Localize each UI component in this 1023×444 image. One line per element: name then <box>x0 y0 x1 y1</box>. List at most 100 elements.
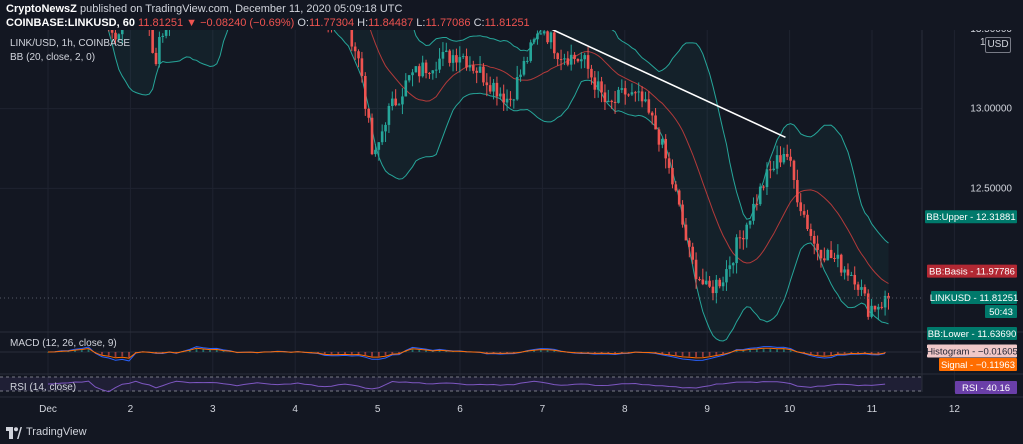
candle-body <box>576 58 580 62</box>
legend-bb[interactable]: BB (20, close, 2, 0) <box>10 52 95 63</box>
macd-histogram-bar <box>391 352 394 354</box>
candle-body <box>647 99 651 113</box>
time-label[interactable]: 6 <box>457 404 463 415</box>
time-label[interactable]: 7 <box>540 404 546 415</box>
legend-rsi[interactable]: RSI (14, close) <box>10 382 76 393</box>
candle-body <box>158 36 161 65</box>
time-label[interactable]: 10 <box>784 404 796 415</box>
candle-body <box>569 54 573 65</box>
time-label[interactable]: 12 <box>949 404 961 415</box>
candle-body <box>846 269 850 276</box>
candle-body <box>526 60 529 62</box>
badge-countdown: 50:43 <box>989 307 1013 318</box>
high-value: 11.84487 <box>368 17 414 29</box>
time-label[interactable]: 9 <box>704 404 710 415</box>
candle-body <box>887 295 890 299</box>
macd-histogram-bar <box>749 349 751 352</box>
price-tick-label[interactable]: 13.50000 <box>970 30 1012 35</box>
badge-bg <box>985 305 1017 319</box>
bollinger-bands <box>107 30 889 342</box>
macd-histogram-bar <box>512 352 515 353</box>
candle-body <box>738 237 742 239</box>
candle-body <box>367 108 370 118</box>
candle-body <box>812 235 816 244</box>
candle-body <box>667 158 671 168</box>
candle-body <box>623 88 627 95</box>
candle-body <box>721 282 725 287</box>
candlesticks <box>0 30 922 321</box>
macd-histogram-bar <box>674 352 677 356</box>
candle-body <box>374 149 377 155</box>
candle-body <box>853 274 857 285</box>
candle-body <box>792 160 796 181</box>
candle-body <box>677 190 681 205</box>
candle-body <box>873 305 877 310</box>
macd-histogram-bar <box>803 352 805 353</box>
candle-body <box>451 55 455 63</box>
currency-button[interactable]: USD <box>985 37 1011 53</box>
candle-body <box>745 224 749 240</box>
candle-body <box>120 30 124 35</box>
candle-body <box>117 34 121 40</box>
macd-histogram-bar <box>830 352 832 356</box>
candle-body <box>522 60 526 75</box>
macd-histogram-bar <box>755 349 758 352</box>
macd-histogram-bar <box>580 352 583 353</box>
time-label[interactable]: 11 <box>867 404 878 415</box>
candle-body <box>826 249 830 261</box>
candle-body <box>482 66 485 83</box>
time-label[interactable]: 2 <box>128 404 134 415</box>
trendline[interactable] <box>85 30 786 139</box>
macd-histogram-bar <box>107 352 110 356</box>
candle-body <box>455 55 458 63</box>
symbol-label[interactable]: COINBASE:LINKUSD, 60 <box>6 17 135 29</box>
time-label[interactable]: 5 <box>375 404 381 415</box>
chart-grid <box>0 30 1023 398</box>
candle-body <box>742 237 745 240</box>
candle-body <box>499 93 502 97</box>
price-tick-label[interactable]: 13.00000 <box>970 104 1012 115</box>
macd-histogram-bar <box>418 349 421 352</box>
price-chart[interactable]: 14.5000014.0000013.5000013.0000012.50000… <box>0 30 1023 422</box>
candle-body <box>762 186 765 188</box>
macd-histogram-bar <box>850 352 853 354</box>
macd-histogram-bar <box>823 352 826 356</box>
candle-body <box>731 263 735 266</box>
candle-body <box>509 98 512 100</box>
trendline-drawing[interactable] <box>85 30 786 139</box>
candle-body <box>390 98 394 106</box>
badge-bb_upper: BB:Upper - 12.31881 <box>926 212 1015 223</box>
candle-body <box>458 57 462 63</box>
time-label[interactable]: 3 <box>210 404 216 415</box>
low-label: L: <box>416 17 426 29</box>
footer-label[interactable]: TradingView <box>26 426 87 438</box>
candle-body <box>401 96 404 105</box>
macd-histogram-bar <box>330 352 333 355</box>
macd-histogram-bar <box>870 352 873 354</box>
candle-body <box>563 58 566 60</box>
macd-histogram-bar <box>431 351 434 352</box>
candle-body <box>870 305 873 317</box>
legend-title[interactable]: LINK/USD, 1h, COINBASE <box>10 38 130 49</box>
candle-body <box>495 82 499 97</box>
price-tick-label[interactable]: 12.50000 <box>970 183 1012 194</box>
macd-histogram-bar <box>539 349 542 352</box>
bb-basis-line <box>369 30 889 284</box>
time-label[interactable]: Dec <box>39 404 57 415</box>
time-label[interactable]: 4 <box>292 404 298 415</box>
candle-body <box>519 74 522 77</box>
candle-body <box>502 93 505 103</box>
macd-pane <box>0 346 922 362</box>
macd-histogram-bar <box>438 350 441 352</box>
publisher-name[interactable]: CryptoNewsZ <box>6 3 77 15</box>
candle-body <box>492 82 495 92</box>
macd-histogram-bar <box>445 350 448 352</box>
candle-body <box>573 54 576 59</box>
candle-body <box>580 59 583 62</box>
candle-body <box>370 117 374 155</box>
legend-macd[interactable]: MACD (12, 26, close, 9) <box>10 338 117 349</box>
candle-body <box>640 91 644 102</box>
time-label[interactable]: 8 <box>622 404 628 415</box>
candle-body <box>542 31 546 34</box>
time-axis[interactable]: Dec 2 3 4 5 6 7 8 9 10 11 12 <box>39 404 960 415</box>
